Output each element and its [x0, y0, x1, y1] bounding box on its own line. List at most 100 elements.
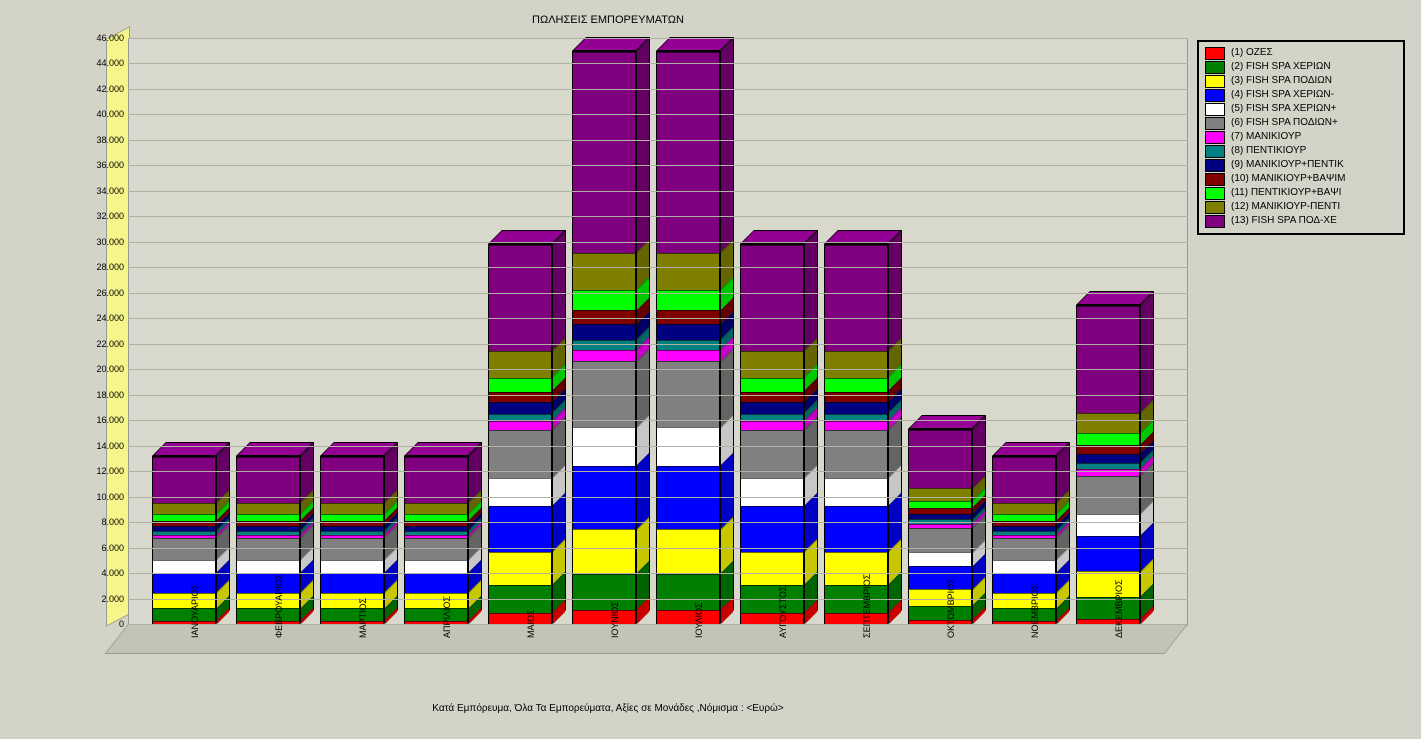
bar-segment [405, 573, 467, 593]
y-tick-label: 36.000 [78, 160, 124, 170]
legend-swatch [1205, 103, 1225, 116]
bar-front [740, 244, 804, 624]
bar-segment [1077, 571, 1139, 596]
y-tick-label: 18.000 [78, 390, 124, 400]
bar-top [908, 415, 986, 429]
bar [908, 429, 972, 624]
legend-item: (3) FISH SPA ΠΟΔΙΩΝ [1205, 75, 1397, 88]
bar-segment [489, 351, 551, 378]
gridline [128, 63, 1188, 64]
bar-segment [405, 593, 467, 608]
bar-segment [741, 421, 803, 430]
bar-segment [405, 560, 467, 573]
x-tick-label: ΑΥΓΟΥΣΤΟΣ [778, 586, 788, 638]
bar-segment [825, 421, 887, 430]
legend-item: (11) ΠΕΝΤΙΚΙΟΥΡ+ΒΑΨΙ [1205, 187, 1397, 200]
legend-swatch [1205, 117, 1225, 130]
gridline [128, 548, 1188, 549]
legend-item: (12) ΜΑΝΙΚΙΟΥΡ-ΠΕΝΤΙ [1205, 201, 1397, 214]
legend-item: (8) ΠΕΝΤΙΚΙΟΥΡ [1205, 145, 1397, 158]
y-tick-label: 42.000 [78, 84, 124, 94]
bar-side [468, 442, 482, 624]
bar-segment [825, 552, 887, 585]
legend-item: (10) ΜΑΝΙΚΙΟΥΡ+ΒΑΨΙΜ [1205, 173, 1397, 186]
bar-segment [1077, 514, 1139, 536]
bar [824, 244, 888, 624]
bar-segment [741, 378, 803, 392]
gridline [128, 216, 1188, 217]
bar-segment [993, 503, 1055, 514]
gridline [128, 573, 1188, 574]
gridline [128, 344, 1188, 345]
bar-segment [657, 529, 719, 574]
bar-segment [237, 608, 299, 621]
y-tick-label: 24.000 [78, 313, 124, 323]
bar-segment [489, 552, 551, 585]
bar-side [636, 37, 650, 624]
bar-segment [489, 392, 551, 402]
legend-swatch [1205, 75, 1225, 88]
bar-front [656, 51, 720, 624]
bar-segment [825, 402, 887, 413]
bar [656, 51, 720, 624]
chart-floor [105, 624, 1188, 654]
x-tick-label: ΑΠΡΙΛΙΟΣ [442, 596, 452, 638]
legend-label: (3) FISH SPA ΠΟΔΙΩΝ [1231, 76, 1332, 87]
y-tick-label: 14.000 [78, 441, 124, 451]
bar-segment [237, 560, 299, 573]
y-tick-label: 4.000 [78, 568, 124, 578]
legend-label: (8) ΠΕΝΤΙΚΙΟΥΡ [1231, 146, 1306, 157]
bar-segment [237, 538, 299, 560]
bar-segment [321, 608, 383, 621]
y-tick-label: 32.000 [78, 211, 124, 221]
bar-segment [573, 574, 635, 610]
chart-subtitle: Κατά Εμπόρευμα, Όλα Τα Εμπορεύματα, Αξίε… [28, 703, 1188, 714]
legend-item: (9) ΜΑΝΙΚΙΟΥΡ+ΠΕΝΤΙΚ [1205, 159, 1397, 172]
bar-segment [321, 573, 383, 593]
legend-label: (4) FISH SPA ΧΕΡΙΩΝ- [1231, 90, 1334, 101]
bar-segment [741, 478, 803, 506]
y-tick-label: 2.000 [78, 594, 124, 604]
bar-segment [1077, 469, 1139, 476]
chart-bars [128, 38, 1188, 624]
bar-segment [1077, 597, 1139, 619]
bar-segment [909, 488, 971, 501]
chart-container: ΠΩΛΗΣΕΙΣ ΕΜΠΟΡΕΥΜΑΤΩΝ 02.0004.0006.0008.… [28, 14, 1188, 714]
bar-segment [657, 574, 719, 610]
gridline [128, 165, 1188, 166]
legend-swatch [1205, 215, 1225, 228]
gridline [128, 293, 1188, 294]
y-tick-label: 20.000 [78, 364, 124, 374]
bar-segment [825, 392, 887, 402]
bar-side [552, 230, 566, 624]
legend-swatch [1205, 89, 1225, 102]
bar-segment [909, 430, 971, 489]
x-tick-label: ΙΟΥΛΙΟΣ [694, 602, 704, 638]
legend-item: (1) ΟΖΕΣ [1205, 47, 1397, 60]
bar-segment [573, 253, 635, 290]
legend-item: (2) FISH SPA ΧΕΡΙΩΝ [1205, 61, 1397, 74]
bar-side-segment [889, 232, 901, 350]
bar-segment [573, 52, 635, 253]
legend-item: (7) ΜΑΝΙΚΙΟΥΡ [1205, 131, 1397, 144]
bar [488, 244, 552, 624]
bar-segment [741, 506, 803, 552]
legend-label: (11) ΠΕΝΤΙΚΙΟΥΡ+ΒΑΨΙ [1231, 188, 1341, 199]
gridline [128, 318, 1188, 319]
gridline [128, 624, 1188, 625]
legend-item: (4) FISH SPA ΧΕΡΙΩΝ- [1205, 89, 1397, 102]
x-tick-label: ΔΕΚΕΜΒΡΙΟΣ [1114, 579, 1124, 638]
bar-segment [153, 608, 215, 621]
y-tick-label: 8.000 [78, 517, 124, 527]
y-tick-label: 6.000 [78, 543, 124, 553]
bar-segment [153, 593, 215, 608]
y-tick-label: 28.000 [78, 262, 124, 272]
bar-segment [321, 560, 383, 573]
gridline [128, 395, 1188, 396]
y-tick-label: 30.000 [78, 237, 124, 247]
bar-side-segment [805, 232, 817, 350]
bar-segment [1077, 413, 1139, 433]
bar-segment [489, 478, 551, 506]
legend-label: (6) FISH SPA ΠΟΔΙΩΝ+ [1231, 118, 1338, 129]
bar-segment [657, 350, 719, 361]
